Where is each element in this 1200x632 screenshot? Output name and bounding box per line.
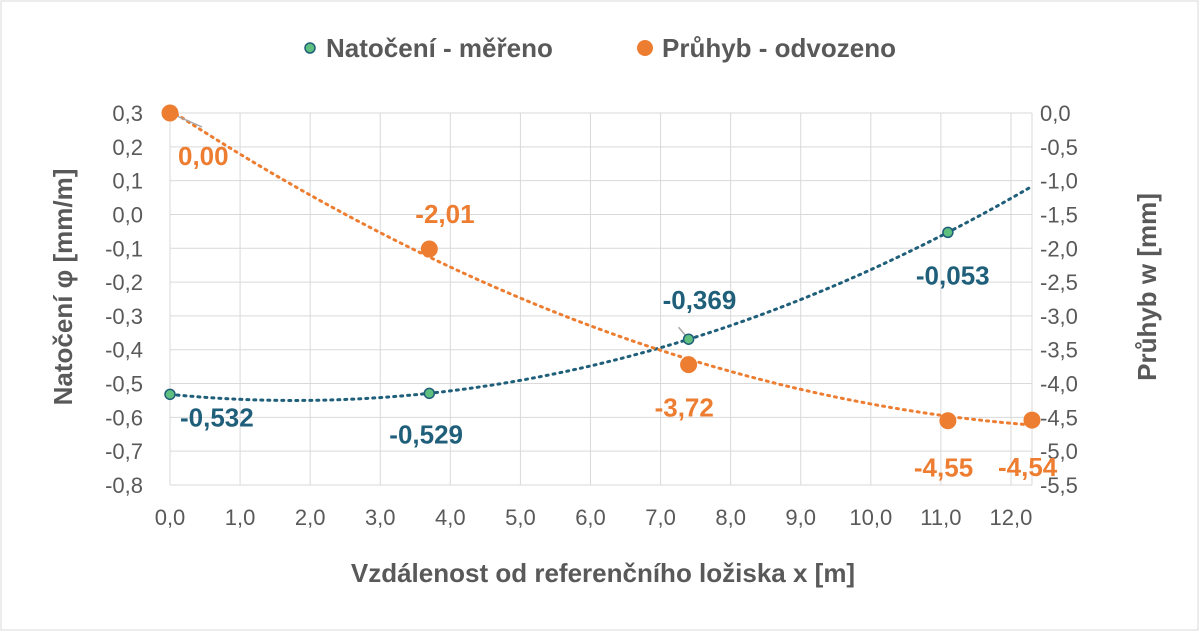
point-series-1 [939, 412, 957, 430]
y-left-tick-label: -0,1 [105, 236, 143, 261]
x-tick-label: 7,0 [645, 505, 676, 530]
legend-marker [304, 42, 316, 54]
y-left-tick-label: -0,5 [105, 372, 143, 397]
y-right-tick-label: -1,5 [1040, 202, 1078, 227]
trendline-series-0 [168, 184, 1034, 402]
y-left-tick-label: -0,6 [105, 405, 143, 430]
trendlines [168, 108, 1034, 427]
y-right-tick-label: -3,5 [1040, 338, 1078, 363]
y-right-tick-label: -5,5 [1040, 473, 1078, 498]
x-axis-title: Vzdálenost od referenčního ložiska x [m] [351, 558, 855, 588]
y-right-tick-label: -1,0 [1040, 169, 1078, 194]
x-tick-label: 4,0 [435, 505, 466, 530]
trendline-series-1 [168, 108, 1034, 427]
legend-label: Natočení - měřeno [326, 33, 553, 63]
x-tick-label: 10,0 [849, 505, 892, 530]
x-tick-label: 0,0 [155, 505, 186, 530]
y-right-tick-label: -4,0 [1040, 372, 1078, 397]
legend: Natočení - měřeno Průhyb - odvozeno [304, 33, 896, 63]
legend-item-series-1: Průhyb - odvozeno [637, 33, 896, 63]
legend-label: Průhyb - odvozeno [662, 33, 896, 63]
tick-labels: 0,0 1,0 2,0 3,0 4,0 5,0 6,0 7,0 8,0 9,0 10,0 11,0 12… [105, 101, 1078, 530]
y-axis-right-title: Průhyb w [mm] [1132, 193, 1162, 381]
data-label-series-0: -0,053 [916, 260, 990, 290]
x-tick-label: 11,0 [920, 505, 961, 530]
y-right-tick-label: -2,5 [1040, 270, 1078, 295]
point-series-0 [164, 388, 176, 401]
y-right-tick-label: -2,0 [1040, 236, 1078, 261]
y-left-tick-label: 0,0 [112, 202, 143, 227]
y-left-tick-label: -0,2 [105, 270, 143, 295]
y-right-tick-label: 0,0 [1040, 101, 1071, 126]
data-label-series-1: 0,00 [178, 141, 229, 171]
x-tick-label: 9,0 [785, 505, 816, 530]
data-label-series-1: -2,01 [415, 199, 474, 229]
x-tick-label: 8,0 [715, 505, 746, 530]
y-right-tick-label: -4,5 [1040, 405, 1078, 430]
point-series-1 [161, 104, 179, 122]
x-tick-label: 6,0 [575, 505, 606, 530]
data-label-series-0: -0,369 [663, 285, 737, 315]
x-tick-label: 2,0 [295, 505, 326, 530]
data-label-series-1: -4,55 [914, 453, 973, 483]
x-tick-label: 3,0 [365, 505, 396, 530]
y-left-tick-label: -0,4 [105, 338, 143, 363]
y-right-tick-label: -0,5 [1040, 135, 1078, 160]
point-series-0 [942, 226, 954, 239]
point-series-0 [423, 387, 436, 400]
y-left-tick-label: 0,2 [112, 135, 143, 160]
y-left-tick-label: 0,3 [112, 101, 143, 126]
data-labels: -0,532 -0,529 -0,369 -0,053 0,00 -2,01 -3,72 -4… [178, 141, 1058, 483]
y-axis-left-title: Natočení φ [mm/m] [48, 169, 78, 406]
y-left-tick-label: -0,8 [105, 473, 143, 498]
data-label-series-1: -4,54 [998, 452, 1058, 482]
point-series-1 [420, 240, 438, 258]
point-series-0 [682, 333, 695, 345]
y-right-tick-label: -3,0 [1040, 304, 1078, 329]
data-label-series-1: -3,72 [655, 393, 714, 423]
y-left-tick-label: -0,7 [105, 439, 143, 464]
data-label-series-0: -0,529 [389, 419, 463, 449]
legend-marker [637, 40, 653, 56]
legend-item-series-0: Natočení - měřeno [304, 33, 553, 63]
data-label-series-0: -0,532 [180, 402, 254, 432]
x-tick-label: 5,0 [505, 505, 536, 530]
x-tick-label: 1,0 [225, 505, 256, 530]
y-left-tick-label: -0,3 [105, 304, 143, 329]
point-series-1 [1023, 411, 1041, 429]
y-left-tick-label: 0,1 [112, 169, 143, 194]
grid [169, 112, 1033, 486]
data-points [161, 104, 1041, 430]
y-right-tick-label: -5,0 [1040, 439, 1078, 464]
point-series-1 [680, 356, 698, 374]
x-tick-label: 12,0 [990, 505, 1033, 530]
